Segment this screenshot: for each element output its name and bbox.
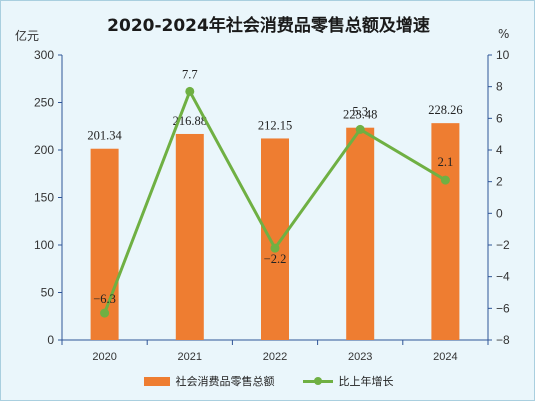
growth-point-2023: [355, 124, 365, 134]
right-axis-unit: %: [498, 27, 510, 41]
legend-item-line: 比上年增长: [302, 373, 394, 389]
right-axis-tick-label: 4: [496, 143, 503, 157]
legend-line-swatch: [302, 376, 333, 386]
x-axis-tick-label: 2021: [178, 351, 202, 363]
bar-2023: [346, 127, 375, 340]
right-axis-tick-label: 8: [496, 80, 503, 94]
right-axis-tick-label: −2: [496, 238, 510, 252]
left-axis-tick-label: 200: [34, 143, 54, 157]
right-axis-tick-label: −4: [496, 270, 510, 284]
legend: 社会消费品零售总额 比上年增长: [1, 373, 535, 389]
bar-2020: [90, 148, 119, 340]
bar-2021: [175, 133, 204, 340]
right-axis-tick-label: 2: [496, 175, 503, 189]
x-axis-tick-label: 2022: [263, 351, 287, 363]
left-axis-tick-label: 300: [34, 48, 54, 62]
x-axis-tick-label: 2020: [92, 351, 116, 363]
x-axis-tick-label: 2024: [433, 351, 457, 363]
growth-point-2024: [440, 175, 450, 185]
bar-value-label: 228.26: [428, 103, 462, 117]
bar-2024: [431, 123, 460, 340]
growth-point-2021: [185, 86, 195, 96]
left-axis-unit: 亿元: [15, 29, 40, 43]
legend-item-bar: 社会消费品零售总额: [143, 373, 275, 389]
bar-2022: [261, 138, 289, 340]
right-axis-tick-label: −8: [496, 333, 510, 347]
chart-title: 2020-2024年社会消费品零售总额及增速: [107, 16, 430, 36]
bar-value-label: 201.34: [87, 129, 122, 143]
growth-point-2020: [100, 308, 110, 318]
left-axis-tick-label: 250: [34, 96, 54, 110]
legend-line-label: 比上年增长: [338, 375, 394, 388]
left-axis-tick-label: 50: [41, 286, 55, 300]
right-axis-tick-label: 10: [496, 48, 510, 62]
left-axis-tick-label: 0: [47, 333, 54, 347]
left-axis-tick-label: 150: [34, 191, 54, 205]
growth-value-label: 7.7: [182, 67, 198, 81]
legend-bar-swatch: [143, 376, 170, 386]
legend-bar-label: 社会消费品零售总额: [175, 375, 275, 388]
x-axis-tick-label: 2023: [348, 351, 372, 363]
left-axis-tick-label: 100: [34, 238, 54, 252]
growth-value-label: −2.2: [264, 252, 287, 266]
bar-value-label: 212.15: [258, 118, 292, 132]
growth-point-2022: [270, 243, 280, 253]
growth-value-label: 5.3: [352, 104, 368, 118]
growth-value-label: 2.1: [438, 155, 454, 169]
right-axis-tick-label: 0: [496, 206, 503, 220]
right-axis-tick-label: 6: [496, 111, 503, 125]
bar-value-label: 223.48: [343, 108, 377, 122]
growth-value-label: −6.3: [93, 292, 116, 306]
right-axis-tick-label: −6: [496, 301, 510, 315]
